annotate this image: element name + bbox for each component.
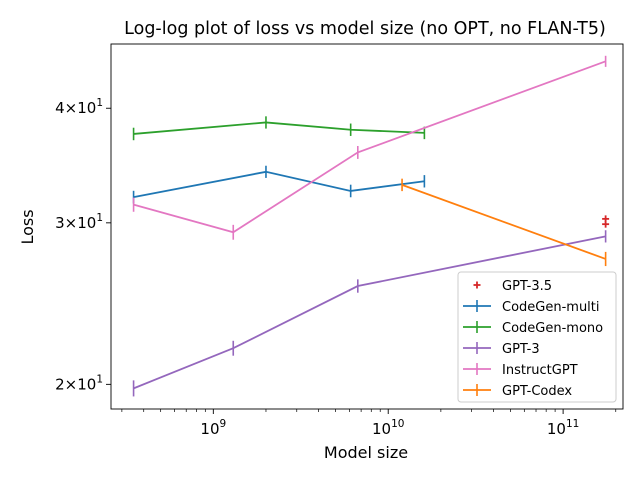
legend-label: InstructGPT	[502, 363, 578, 378]
y-tick-label: 3×101	[55, 212, 103, 232]
legend-entry-instructgpt: InstructGPT	[463, 363, 578, 378]
legend-entry-gpt-codex: GPT-Codex	[463, 384, 572, 399]
legend-box	[457, 271, 617, 403]
series-instructgpt	[132, 55, 607, 240]
x-tick-label: 109	[200, 418, 226, 438]
series-gpt-3-5	[602, 215, 610, 228]
series-codegen-multi	[132, 165, 426, 204]
x-axis-label: Model size	[324, 443, 408, 462]
legend: GPT-3.5 CodeGen-multi CodeGen-mono GPT-3 Ins…	[457, 271, 617, 403]
x-tick-label: 1010	[372, 418, 404, 438]
x-tick-label: 1011	[547, 418, 579, 438]
series-line	[133, 235, 606, 390]
plot-frame	[110, 43, 624, 410]
legend-entry-gpt-3-5: GPT-3.5	[473, 279, 552, 294]
series-gpt-codex	[401, 178, 607, 267]
series-line	[133, 60, 606, 234]
y-tick-label: 2×101	[55, 373, 103, 393]
plot-area	[132, 55, 610, 397]
legend-label: GPT-3.5	[502, 279, 552, 294]
legend-label: CodeGen-multi	[502, 300, 600, 315]
legend-label: GPT-3	[502, 342, 540, 357]
legend-label: CodeGen-mono	[502, 321, 603, 336]
legend-entry-codegen-multi: CodeGen-multi	[463, 300, 600, 315]
series-line	[401, 184, 606, 260]
series-codegen-mono	[132, 116, 426, 141]
y-axis-label: Loss	[18, 209, 37, 244]
legend-label: GPT-Codex	[502, 384, 572, 399]
series-line	[133, 170, 425, 199]
chart-title: Log-log plot of loss vs model size (no O…	[124, 19, 606, 39]
series-gpt-3	[132, 230, 607, 397]
series-line	[133, 121, 425, 135]
legend-entry-gpt-3: GPT-3	[463, 342, 540, 357]
axes-ticks: 109 1010 1011 2×101 3×101 4×101	[55, 97, 617, 438]
legend-entry-codegen-mono: CodeGen-mono	[463, 321, 603, 336]
y-tick-label: 4×101	[55, 97, 103, 117]
